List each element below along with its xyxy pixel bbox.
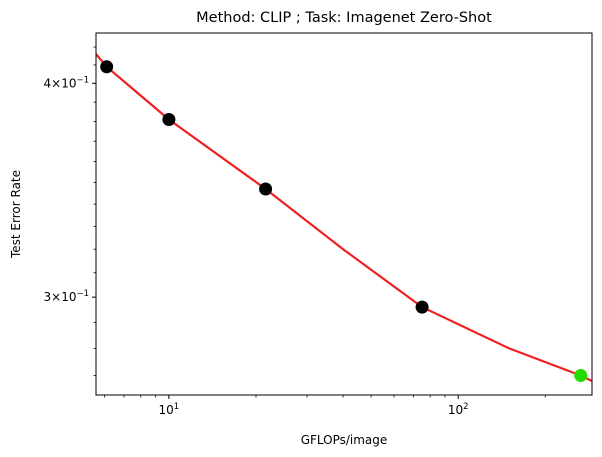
chart-title: Method: CLIP ; Task: Imagenet Zero-Shot bbox=[196, 10, 492, 26]
data-point bbox=[415, 300, 429, 314]
data-point bbox=[162, 113, 176, 126]
plot-frame bbox=[95, 32, 593, 396]
fit-line bbox=[95, 53, 593, 382]
data-point bbox=[100, 60, 114, 74]
y-axis-label: Test Error Rate bbox=[9, 170, 23, 259]
x-tick-label: 102 bbox=[448, 402, 469, 417]
y-tick-label: 3×10−1 bbox=[44, 289, 90, 304]
y-tick-label: 4×10−1 bbox=[44, 75, 90, 90]
data-point bbox=[574, 369, 588, 382]
x-axis-label: GFLOPs/image bbox=[301, 433, 388, 447]
plot-area bbox=[95, 53, 593, 382]
axis-ticks: 101 102 3×10−1 4×10−1 bbox=[44, 46, 546, 417]
x-tick-label: 101 bbox=[159, 402, 180, 417]
data-point bbox=[259, 182, 273, 196]
